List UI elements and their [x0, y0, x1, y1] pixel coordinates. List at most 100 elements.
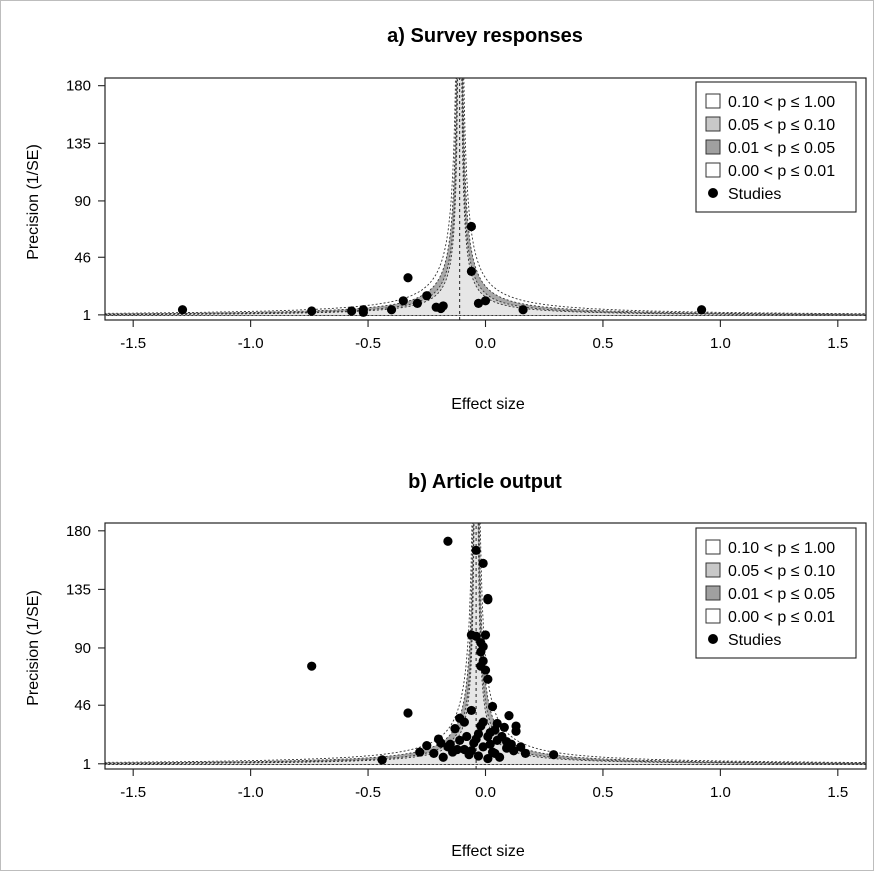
panel-b-study-point: [471, 545, 481, 555]
panel-b-study-point: [478, 558, 488, 568]
panel-b-x-tick-label: -0.5: [355, 784, 381, 801]
panel-b-contour-3: [105, 523, 866, 765]
panel-b-study-point: [473, 751, 484, 761]
panel-a-legend-box: [695, 81, 857, 213]
panel-b-legend-label: 0.10 < p ≤ 1.00: [728, 540, 835, 557]
panel-a-study-point: [473, 298, 484, 308]
panel-b-study-point: [436, 738, 446, 748]
panel-a-contour-0: [105, 78, 866, 316]
panel-a-x-tick-label: -1.0: [238, 335, 264, 352]
panel-b-legend-swatch: [705, 585, 721, 601]
panel-a-y-tick-label: 1: [83, 307, 91, 324]
panel-a-y-axis-title: Precision (1/SE): [25, 144, 42, 260]
panel-b-study-point: [483, 593, 493, 604]
panel-a-study-point: [358, 305, 368, 315]
panel-b-study-point: [459, 717, 469, 727]
panel-a-study-point: [466, 266, 477, 276]
panel-b-axes: -1.5 -1.0 -0.5 0.0 0.5 1.0 1.5 1 46 90 135 180: [66, 523, 848, 801]
panel-b-legend-label: 0.05 < p ≤ 0.10: [728, 563, 835, 580]
panel-b-study-point: [438, 752, 448, 762]
panel-a-study-point: [403, 273, 413, 283]
panel-b-legend-studies-label: Studies: [728, 632, 781, 649]
panel-b-study-point: [462, 731, 472, 742]
panel-a-legend-swatch: [705, 93, 721, 109]
panel-a-survey-responses: a) Survey responses Precision (1/SE) Eff…: [25, 25, 867, 413]
panel-b-study-point: [480, 630, 491, 640]
panel-a-study-point: [480, 296, 491, 306]
panel-b-x-tick-label: -1.5: [120, 784, 146, 801]
panel-b-study-point: [483, 731, 493, 742]
panel-b-x-tick-label: 0.5: [593, 784, 614, 801]
panel-b-legend-label: 0.01 < p ≤ 0.05: [728, 586, 835, 603]
panel-b-legend-swatch: [705, 562, 721, 578]
panel-b-study-point: [415, 747, 425, 757]
panel-b-study-point: [445, 739, 455, 749]
panel-b-x-axis-title: Effect size: [451, 843, 525, 860]
panel-b-legend-box: [695, 527, 857, 659]
panel-b-y-tick-label: 1: [83, 756, 91, 773]
panel-a-legend-swatch: [705, 139, 721, 155]
panel-b-x-tick-label: -1.0: [238, 784, 264, 801]
panel-b-study-point: [422, 740, 432, 751]
panel-b-study-point: [483, 674, 493, 684]
panel-b-x-tick-label: 0.0: [475, 784, 496, 801]
panel-a-x-tick-label: 1.0: [710, 335, 731, 352]
panel-a-study-point: [307, 306, 317, 316]
panel-a-y-tick-label: 46: [74, 249, 91, 266]
panel-b-legend: 0.10 < p ≤ 1.00 0.05 < p ≤ 0.10 0.01 < p ≤…: [695, 527, 857, 659]
panel-b-study-point: [476, 647, 486, 657]
panel-b-legend-studies-marker: [708, 634, 718, 644]
panel-a-study-point: [422, 291, 432, 301]
panel-a-y-tick-label: 90: [74, 193, 91, 210]
panel-b-study-point: [487, 701, 498, 712]
panel-b-study-point: [499, 722, 509, 732]
panel-a-x-tick-label: -0.5: [355, 335, 381, 352]
panel-a-funnel-contours: [105, 78, 866, 320]
panel-b-study-point: [492, 735, 502, 745]
panel-b-study-point: [549, 750, 559, 760]
panel-a-study-point: [696, 305, 707, 315]
panel-b-study-point: [471, 734, 481, 744]
panel-b-y-tick-label: 180: [66, 523, 91, 540]
panel-a-title: a) Survey responses: [387, 25, 583, 47]
panel-b-title: b) Article output: [408, 471, 562, 493]
panel-a-plot-box: [104, 77, 867, 321]
panel-b-study-point: [485, 739, 495, 749]
panel-b-x-tick-label: 1.0: [710, 784, 731, 801]
panel-b-y-tick-label: 90: [74, 640, 91, 657]
panel-b-plot-box: [104, 522, 867, 770]
panel-b-study-point: [516, 742, 526, 752]
panel-a-study-point: [177, 305, 188, 315]
panel-b-study-points: [307, 536, 559, 765]
panel-a-x-axis-title: Effect size: [451, 396, 525, 413]
panel-a-legend-label: 0.01 < p ≤ 0.05: [728, 140, 835, 157]
panel-b-study-point: [478, 717, 488, 727]
panel-a-study-points: [177, 221, 707, 317]
panel-a-x-tick-label: 0.0: [475, 335, 496, 352]
panel-a-legend: 0.10 < p ≤ 1.00 0.05 < p ≤ 0.10 0.01 < p ≤…: [695, 81, 857, 213]
panel-b-study-point: [483, 753, 493, 764]
panel-a-contour-1: [105, 78, 866, 316]
panel-a-y-tick-label: 180: [66, 78, 91, 95]
panel-b-study-point: [307, 661, 317, 671]
panel-a-legend-label: 0.05 < p ≤ 0.10: [728, 117, 835, 134]
panel-a-x-tick-label: -1.5: [120, 335, 146, 352]
panel-b-study-point: [504, 711, 514, 721]
panel-b-study-point: [511, 721, 521, 731]
panel-b-y-tick-label: 46: [74, 697, 91, 714]
panel-b-y-axis-title: Precision (1/SE): [25, 590, 42, 706]
panel-b-study-point: [471, 631, 481, 641]
panel-a-y-tick-label: 135: [66, 135, 91, 152]
panel-a-legend-swatch: [705, 116, 721, 132]
panel-b-study-point: [455, 735, 465, 745]
panel-a-study-point: [518, 305, 528, 315]
panel-b-y-tick-label: 135: [66, 581, 91, 598]
panel-a-axes: -1.5 -1.0 -0.5 0.0 0.5 1.0 1.5 1 46 90 135 180: [66, 78, 848, 352]
panel-a-legend-swatch: [705, 162, 721, 178]
panel-b-funnel-contours: [105, 523, 866, 769]
panel-a-legend-studies-label: Studies: [728, 186, 781, 203]
panel-b-study-point: [494, 752, 505, 762]
panel-b-study-point: [377, 755, 387, 765]
panel-b-study-point: [490, 725, 500, 735]
